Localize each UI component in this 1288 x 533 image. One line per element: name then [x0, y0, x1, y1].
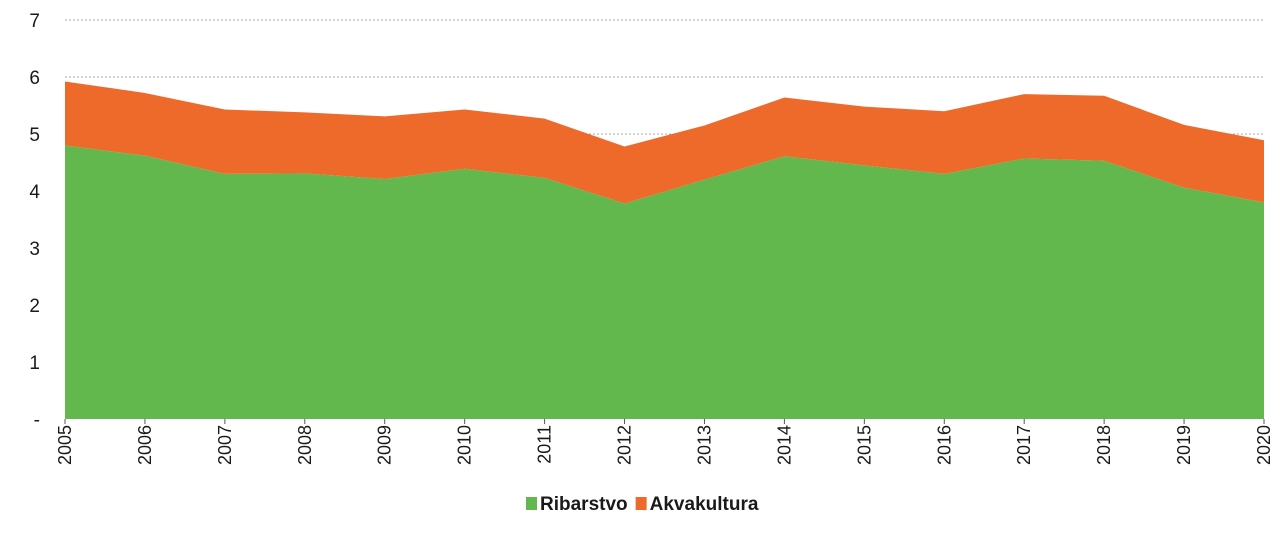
x-tick-label: 2010 — [455, 425, 475, 465]
x-tick-label: 2006 — [135, 425, 155, 465]
x-tick-label: 2018 — [1094, 425, 1114, 465]
y-tick-label: 7 — [29, 11, 40, 32]
y-tick-label: 3 — [29, 239, 40, 260]
legend-swatch-ribarstvo — [526, 497, 537, 510]
x-tick-label: 2017 — [1014, 425, 1034, 465]
x-tick-label: 2014 — [774, 425, 794, 465]
x-tick-label: 2020 — [1254, 425, 1274, 465]
x-tick-label: 2019 — [1174, 425, 1194, 465]
legend-label-akvakultura: Akvakultura — [650, 494, 759, 515]
x-tick-label: 2012 — [615, 425, 635, 465]
x-tick-label: 2008 — [295, 425, 315, 465]
legend-label-ribarstvo: Ribarstvo — [540, 494, 628, 515]
x-tick-label: 2007 — [215, 425, 235, 465]
y-tick-label: 2 — [29, 296, 40, 317]
legend: Ribarstvo Akvakultura — [526, 494, 759, 515]
x-tick-label: 2015 — [854, 425, 874, 465]
area-series — [65, 81, 1264, 419]
x-axis: 2005 2006 2007 2008 2009 2010 2011 2012 2013 2014… — [55, 419, 1274, 465]
y-tick-label: 1 — [29, 353, 40, 374]
y-tick-label: 5 — [29, 125, 40, 146]
y-axis: - 1 2 3 4 5 6 7 — [29, 11, 40, 431]
y-tick-label: 4 — [29, 182, 40, 203]
y-tick-label: - — [34, 410, 40, 431]
y-tick-label: 6 — [29, 68, 40, 89]
x-tick-label: 2009 — [375, 425, 395, 465]
x-tick-label: 2016 — [934, 425, 954, 465]
x-tick-label: 2013 — [694, 425, 714, 465]
legend-swatch-akvakultura — [636, 497, 647, 510]
x-tick-label: 2011 — [535, 425, 555, 464]
x-tick-label: 2005 — [55, 425, 75, 465]
